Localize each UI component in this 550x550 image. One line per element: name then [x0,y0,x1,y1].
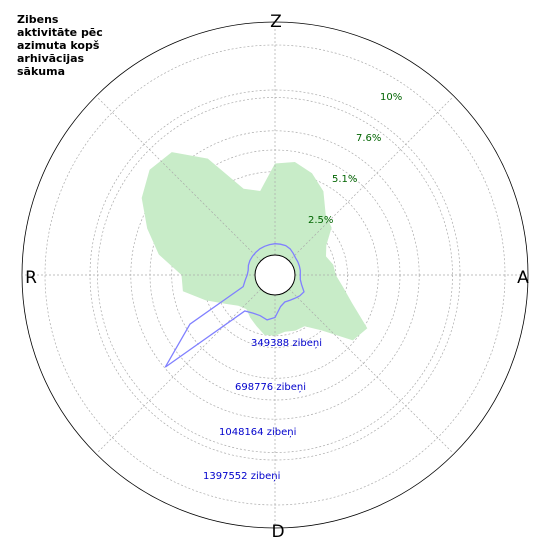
grid-spoke [288,288,455,455]
grid-spoke [95,95,262,262]
count-line-series [164,243,305,368]
percent-tick-label: 7.6% [356,133,381,144]
count-tick-labels: 349388 zibeņi 698776 zibeņi 1048164 zibe… [203,338,322,482]
compass-east-label: A [517,268,529,288]
grid-spoke [95,288,262,455]
count-tick-label: 698776 zibeņi [235,382,306,393]
percent-tick-label: 10% [380,92,402,103]
compass-west-label: R [25,268,37,288]
grid-spokes [22,22,528,528]
percent-tick-label: 2.5% [308,215,333,226]
percent-grid-ring [171,171,379,379]
count-tick-label: 349388 zibeņi [251,338,322,349]
title-line: azimuta kopš [17,39,100,52]
count-tick-label: 1397552 zibeņi [203,471,280,482]
title-line: aktivitāte pēc [17,26,103,39]
percent-tick-label: 5.1% [332,174,357,185]
title-line: sākuma [17,65,65,78]
compass-north-label: Z [270,12,282,32]
title-line: arhivācijas [17,52,85,65]
grid-spoke [288,95,455,262]
compass-south-label: D [271,522,284,542]
count-tick-label: 1048164 zibeņi [219,427,296,438]
title-line: Zibens [17,13,59,26]
chart-title: Zibens aktivitāte pēc azimuta kopš arhiv… [17,13,103,78]
center-hole [254,254,296,296]
percent-area-series [141,152,368,341]
percent-tick-labels: 2.5% 5.1% 7.6% 10% [308,92,402,226]
